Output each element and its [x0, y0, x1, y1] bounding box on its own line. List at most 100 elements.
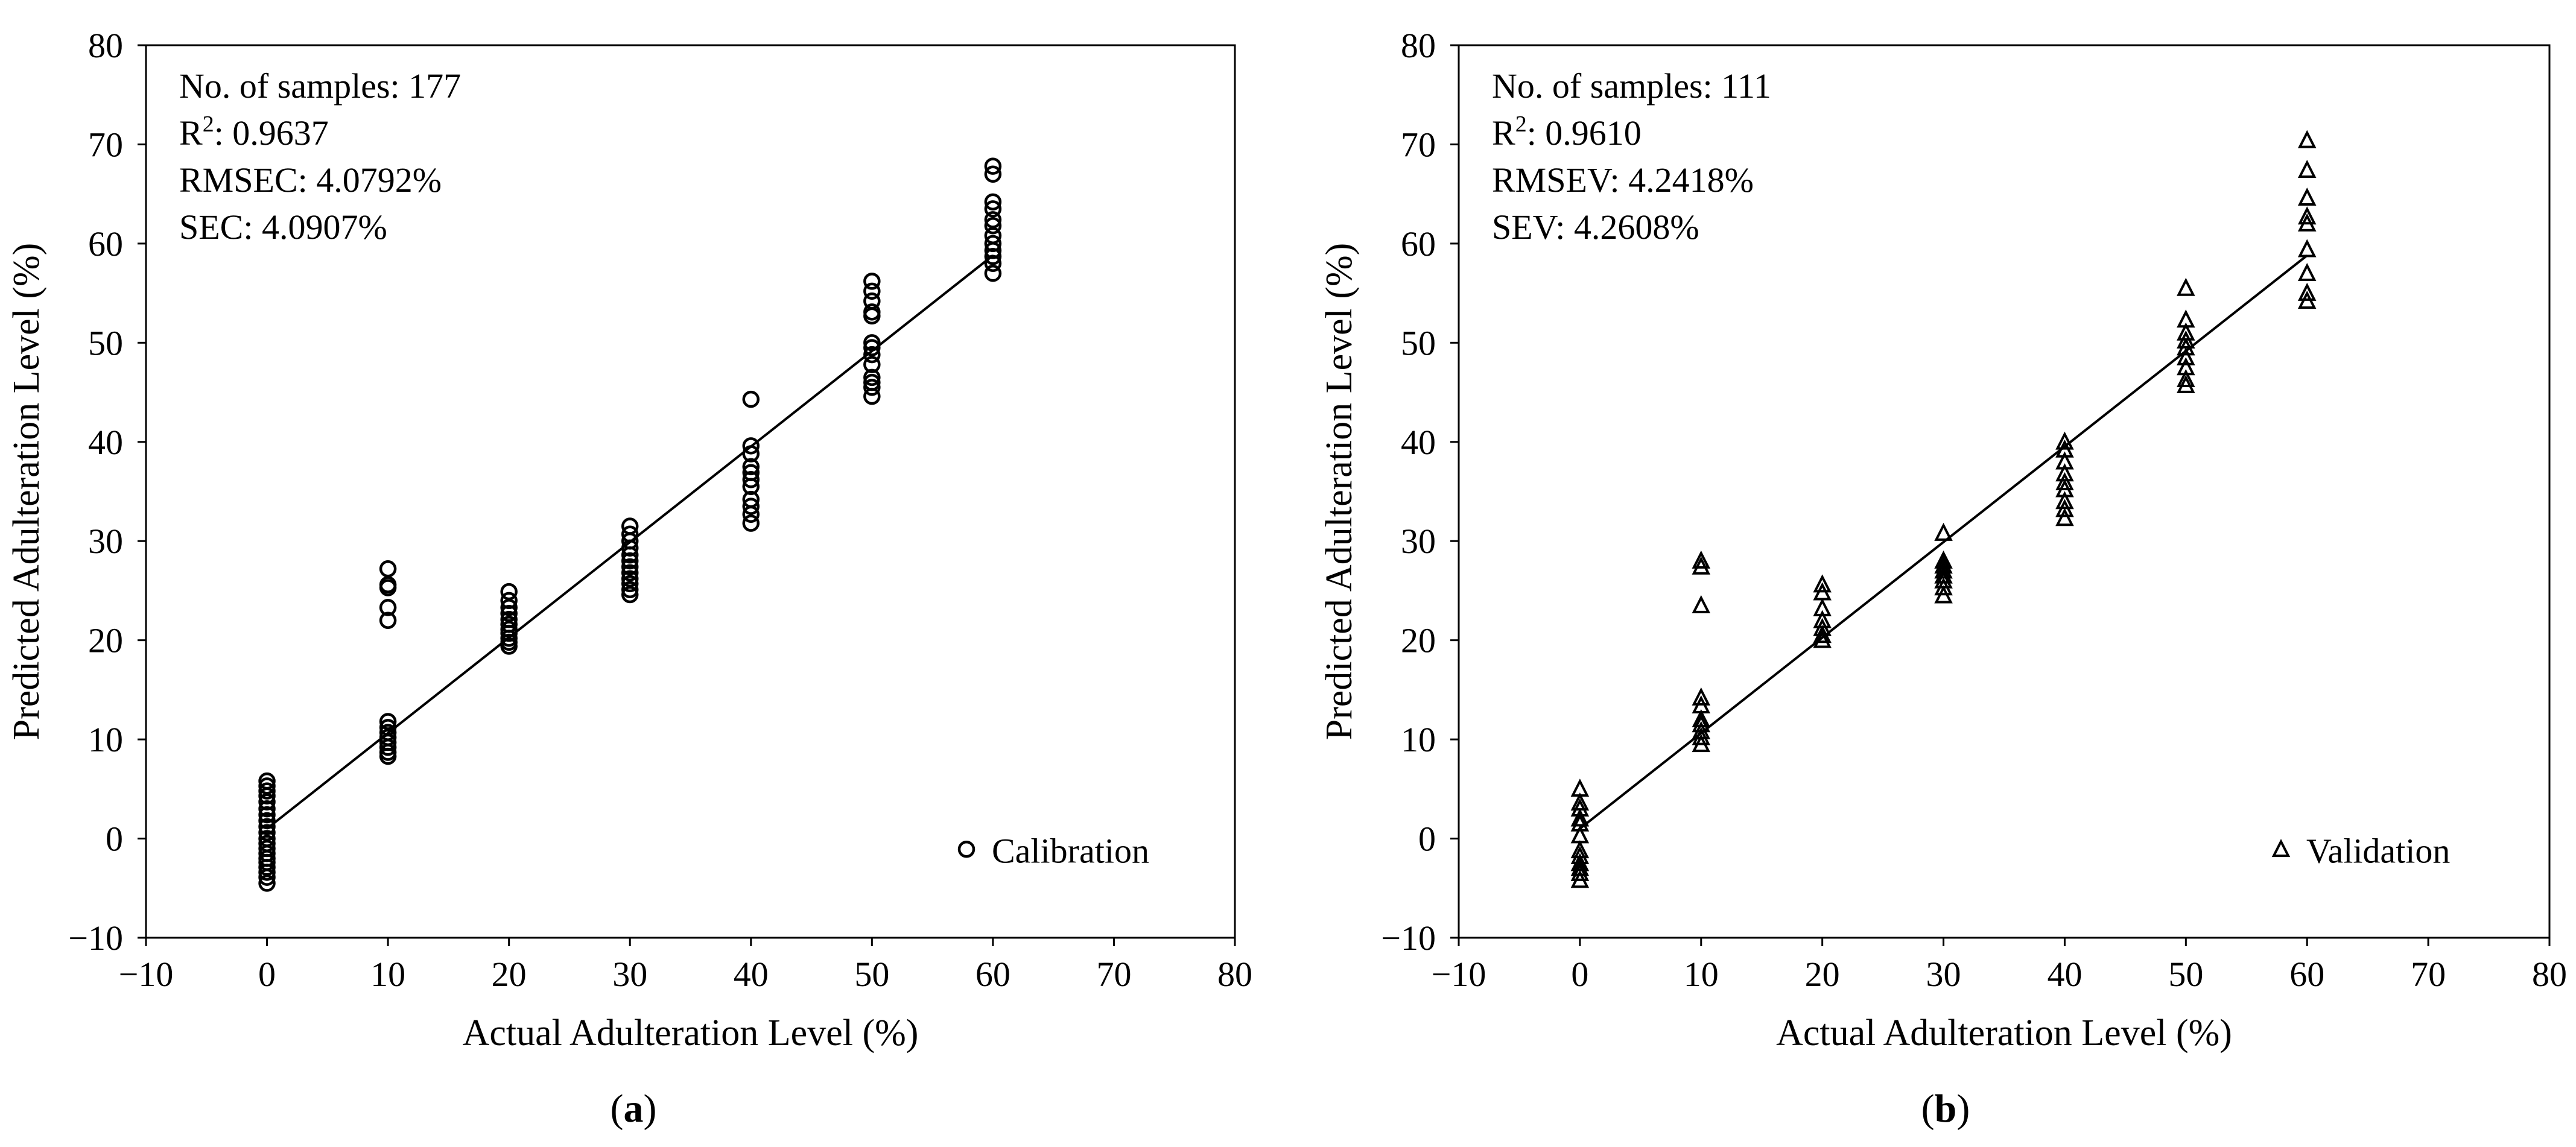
y-tick-label: 20 [88, 621, 123, 660]
x-tick-label: 60 [976, 955, 1010, 994]
data-point [379, 747, 397, 765]
y-tick-label: 60 [1401, 224, 1436, 264]
data-point [258, 782, 276, 800]
x-tick-label: −10 [119, 955, 174, 994]
data-point [258, 793, 276, 810]
panel-a: −10 0 10 20 30 40 50 60 70 80 −10 0 10 20 30 40 50 60 70 80… [6, 26, 1252, 1131]
x-tick-label: 50 [854, 955, 889, 994]
data-point [863, 368, 881, 387]
x-tick-label: 0 [1571, 955, 1588, 994]
panel-b: −10 0 10 20 30 40 50 60 70 80 −10 0 10 20 30 40 50 60 70 80… [1319, 26, 2567, 1131]
data-point [1570, 862, 1590, 881]
data-point [984, 157, 1002, 175]
data-point [379, 713, 397, 730]
data-point [863, 356, 881, 373]
data-point [742, 458, 760, 476]
data-point [258, 787, 276, 805]
data-point [500, 599, 518, 616]
data-point [379, 611, 397, 630]
y-axis-label: Predicted Adulteration Level (%) [1319, 243, 1360, 741]
x-tick-label: 60 [2289, 955, 2324, 994]
y-tick-label: 10 [88, 720, 123, 759]
data-point [984, 211, 1002, 229]
y-tick-label: 30 [88, 522, 123, 561]
data-point [742, 390, 760, 408]
data-point [742, 478, 760, 496]
panel-label: (b) [1921, 1087, 1970, 1131]
stat-line: No. of samples: 177 [179, 66, 461, 106]
y-tick-label: 0 [106, 820, 123, 859]
data-point [258, 858, 276, 876]
data-point [984, 242, 1002, 259]
x-tick-label: 40 [2047, 955, 2082, 994]
data-point [2055, 499, 2074, 517]
data-point [2177, 277, 2195, 296]
x-tick-label: 20 [1805, 955, 1840, 994]
x-tick-label: −10 [1432, 955, 1486, 994]
data-point [1570, 870, 1590, 888]
data-point [742, 445, 760, 463]
stat-line: R2: 0.9610 [1492, 112, 1642, 153]
data-point [984, 217, 1002, 235]
y-tick-label: −10 [1381, 918, 1436, 958]
x-tick-label: 30 [1926, 955, 1961, 994]
data-point [500, 605, 518, 622]
data-point [258, 806, 276, 824]
data-point [500, 637, 518, 655]
legend-marker [957, 841, 976, 858]
stat-line: No. of samples: 111 [1492, 66, 1771, 106]
data-point [621, 586, 639, 604]
x-tick-label: 80 [2532, 955, 2567, 994]
data-point [379, 560, 397, 578]
data-point [2297, 239, 2317, 258]
data-point [621, 552, 639, 570]
data-point [742, 498, 760, 515]
data-point [500, 583, 518, 601]
y-tick-label: −10 [68, 918, 123, 958]
plot-area-a [145, 44, 1236, 939]
data-point [2297, 263, 2317, 282]
x-tick-label: 30 [612, 955, 647, 994]
x-tick-label: 10 [370, 955, 405, 994]
data-point [2055, 508, 2074, 526]
data-point [621, 564, 639, 582]
data-point [2177, 337, 2195, 356]
stat-line: SEV: 4.2608% [1492, 207, 1699, 247]
data-point [2177, 347, 2195, 365]
y-tick-label: 40 [1401, 423, 1436, 462]
x-tick-label: 20 [492, 955, 527, 994]
data-point [258, 874, 276, 892]
data-point [258, 777, 276, 795]
data-point [621, 546, 639, 564]
data-point [2297, 206, 2317, 225]
data-point [1934, 577, 1953, 596]
data-point [984, 165, 1002, 183]
data-point [2297, 282, 2317, 301]
data-point [2297, 159, 2317, 178]
data-point [863, 379, 881, 396]
data-point [621, 570, 639, 587]
data-point [742, 505, 760, 523]
plot-area-b [1458, 44, 2551, 939]
data-point [621, 575, 639, 593]
y-tick-label: 60 [88, 224, 123, 264]
data-point [742, 437, 760, 455]
data-point [1692, 687, 1711, 706]
y-tick-label: 50 [88, 323, 123, 362]
data-point [2297, 188, 2317, 206]
data-point [621, 558, 639, 576]
y-axis-label: Predicted Adulteration Level (%) [6, 243, 47, 741]
x-axis-label: Actual Adulteration Level (%) [1776, 1013, 2232, 1054]
data-point [863, 282, 881, 300]
data-point [379, 579, 397, 596]
data-point [1692, 556, 1711, 575]
data-point [863, 339, 881, 356]
data-point [621, 539, 639, 557]
data-point [1692, 727, 1711, 745]
legend-label: Validation [2306, 831, 2450, 870]
data-point [863, 273, 881, 290]
legend-label: Calibration [992, 831, 1149, 870]
data-point [1692, 734, 1711, 753]
y-tick-label: 70 [1401, 125, 1436, 164]
stat-line: SEC: 4.0907% [179, 207, 387, 247]
